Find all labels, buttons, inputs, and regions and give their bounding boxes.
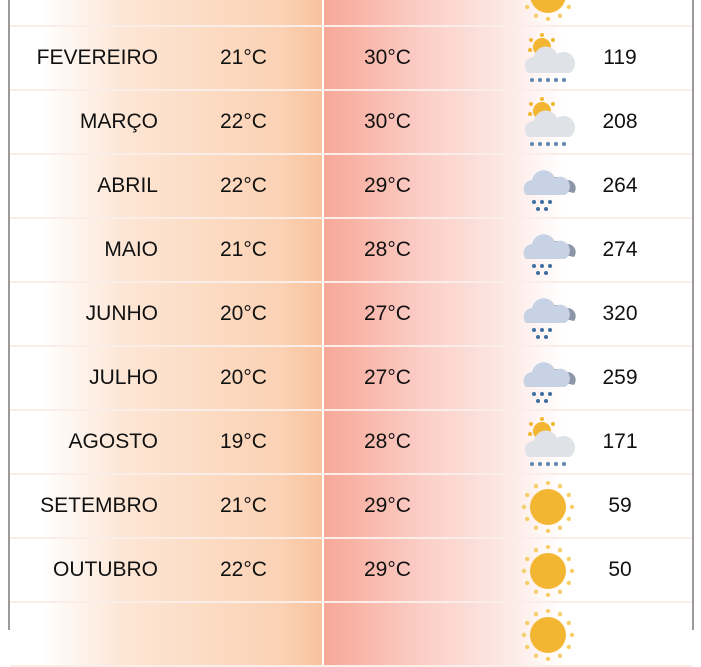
max-temp: 28°C	[364, 238, 411, 261]
column-divider	[322, 27, 324, 89]
max-temp: 29°C	[364, 558, 411, 581]
max-temp: 30°C	[364, 46, 411, 69]
min-temp-background	[40, 155, 322, 217]
table-row: ABRIL 22°C 29°C 264	[10, 155, 692, 219]
min-temp-background	[40, 0, 322, 25]
month-label: FEVEREIRO	[36, 46, 158, 69]
max-temp: 30°C	[364, 110, 411, 133]
min-temp-background	[40, 283, 322, 345]
climate-table: JANEIRO 22°C 30°C 84 FEVEREIRO 21°C 30°C…	[10, 0, 692, 667]
column-divider	[322, 475, 324, 537]
max-temp-background	[324, 0, 564, 25]
sun-cloud-rain-icon	[518, 33, 578, 85]
table-row: MAIO 21°C 28°C 274	[10, 219, 692, 283]
max-temp-background	[324, 411, 564, 473]
max-temp-background	[324, 91, 564, 153]
month-label: JANEIRO	[10, 0, 158, 25]
precipitation: 320	[602, 302, 638, 325]
min-temp-background	[40, 411, 322, 473]
sun-cloud-rain-icon	[518, 417, 578, 469]
table-row: FEVEREIRO 21°C 30°C 119	[10, 27, 692, 91]
month-label: MAIO	[104, 238, 158, 261]
column-divider	[322, 283, 324, 345]
sun-icon	[518, 0, 578, 22]
column-divider	[322, 411, 324, 473]
precipitation: 119	[603, 46, 637, 69]
precipitation: 59	[608, 494, 632, 517]
month-label: ABRIL	[97, 174, 158, 197]
min-temp-background	[40, 91, 322, 153]
min-temp-background	[40, 475, 322, 537]
table-row: MARÇO 22°C 30°C 208	[10, 91, 692, 155]
max-temp-background	[324, 27, 564, 89]
min-temp: 21°C	[220, 238, 267, 261]
month-label: AGOSTO	[68, 430, 158, 453]
min-temp-background	[40, 539, 322, 601]
min-temp: 21°C	[220, 494, 267, 517]
precipitation: 84	[590, 0, 650, 25]
sun-icon	[518, 480, 578, 534]
max-temp-background	[324, 155, 564, 217]
month-label: SETEMBRO	[40, 494, 158, 517]
min-temp: 22°C	[220, 558, 267, 581]
min-temp: 21°C	[220, 46, 267, 69]
min-temp-background	[40, 27, 322, 89]
min-temp: 20°C	[220, 366, 267, 389]
max-temp: 28°C	[364, 430, 411, 453]
column-divider	[322, 539, 324, 601]
max-temp: 27°C	[364, 366, 411, 389]
min-temp: 22°C	[220, 0, 267, 25]
cloud-rain-icon	[518, 225, 578, 277]
cloud-rain-icon	[518, 353, 578, 405]
sun-icon	[518, 544, 578, 598]
max-temp-background	[324, 283, 564, 345]
column-divider	[322, 603, 324, 665]
min-temp: 22°C	[220, 110, 267, 133]
table-frame	[8, 0, 694, 630]
min-temp-background	[40, 347, 322, 409]
month-label: JUNHO	[85, 302, 158, 325]
month-label: JULHO	[89, 366, 158, 389]
precipitation: 208	[602, 110, 638, 133]
sun-icon	[518, 608, 578, 662]
column-divider	[322, 219, 324, 281]
max-temp: 29°C	[364, 494, 411, 517]
min-temp: 20°C	[220, 302, 267, 325]
table-row: AGOSTO 19°C 28°C 171	[10, 411, 692, 475]
table-row: JANEIRO 22°C 30°C 84	[10, 0, 692, 27]
precipitation: 264	[602, 174, 638, 197]
max-temp: 29°C	[364, 174, 411, 197]
column-divider	[322, 155, 324, 217]
max-temp-background	[324, 347, 564, 409]
month-label: MARÇO	[79, 110, 158, 133]
precipitation: 50	[608, 558, 632, 581]
table-row: SETEMBRO 21°C 29°C 59	[10, 475, 692, 539]
max-temp-background	[324, 219, 564, 281]
column-divider	[322, 0, 324, 25]
precipitation: 171	[602, 430, 638, 453]
max-temp: 27°C	[364, 302, 411, 325]
table-row: JULHO 20°C 27°C 259	[10, 347, 692, 411]
table-row: OUTUBRO 22°C 29°C 50	[10, 539, 692, 603]
precipitation: 259	[602, 366, 638, 389]
table-row: JUNHO 20°C 27°C 320	[10, 283, 692, 347]
precipitation: 274	[602, 238, 638, 261]
cloud-rain-icon	[518, 289, 578, 341]
column-divider	[322, 347, 324, 409]
min-temp-background	[40, 219, 322, 281]
precipitation	[590, 603, 650, 665]
column-divider	[322, 91, 324, 153]
sun-cloud-rain-icon	[518, 97, 578, 149]
cloud-rain-icon	[518, 161, 578, 213]
month-label: OUTUBRO	[53, 558, 158, 581]
min-temp: 19°C	[220, 430, 267, 453]
month-label	[10, 603, 158, 665]
max-temp: 30°C	[364, 0, 411, 25]
min-temp: 22°C	[220, 174, 267, 197]
